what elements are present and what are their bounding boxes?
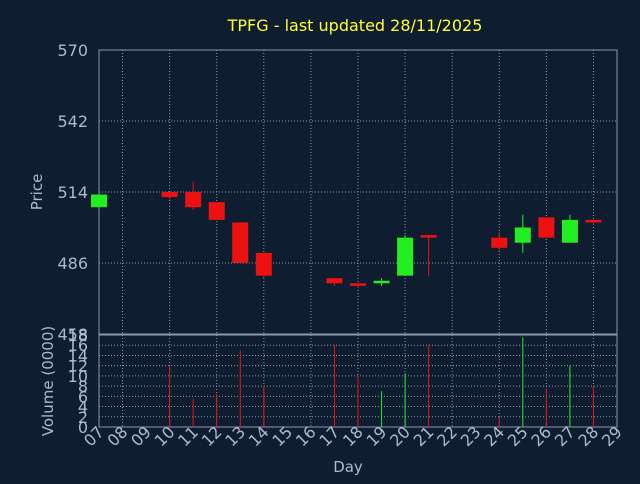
candle-body <box>538 217 555 238</box>
candle <box>255 252 272 279</box>
y-axis-label-price: Price <box>28 174 46 211</box>
candle-body <box>208 202 225 220</box>
price-tick-label: 486 <box>57 254 88 273</box>
volume-tick-label: 8 <box>78 377 88 396</box>
candle-body <box>373 280 390 284</box>
candle <box>326 278 343 286</box>
volume-tick-label: 2 <box>78 408 88 427</box>
candle <box>491 232 508 251</box>
price-plot-frame <box>98 49 618 335</box>
candle <box>350 283 366 289</box>
candle <box>208 202 225 220</box>
candle <box>514 214 531 253</box>
candle-body <box>185 192 202 208</box>
candle <box>538 217 555 238</box>
candle-body <box>420 235 437 238</box>
candle-body <box>91 194 107 208</box>
volume-tick-label: 10 <box>68 367 88 386</box>
price-tick-label: 542 <box>57 112 88 131</box>
y-axis-label-volume: Volume (0000) <box>39 326 57 436</box>
volume-tick-label: 4 <box>78 398 88 417</box>
price-tick-labels: 570 542 514 486 458 <box>57 41 88 344</box>
candle-body <box>491 237 508 248</box>
x-axis-label: Day <box>333 458 363 476</box>
candle <box>397 235 414 276</box>
candle <box>373 278 390 286</box>
candle <box>232 222 249 263</box>
price-tick-label: 570 <box>57 41 88 60</box>
candle <box>561 214 578 243</box>
volume-tick-label: 0 <box>78 418 88 437</box>
candle <box>91 194 107 208</box>
candles <box>91 181 602 289</box>
chart-title: TPFG - last updated 28/11/2025 <box>227 16 483 35</box>
candle-body <box>232 222 249 263</box>
volume-tick-label: 6 <box>78 387 88 406</box>
x-tick-labels: 0708091011121314151617181920212223242526… <box>80 422 626 450</box>
candle <box>420 235 437 276</box>
volume-tick-label: 16 <box>68 336 88 355</box>
candle-body <box>350 283 366 286</box>
candle <box>585 219 602 225</box>
candle-body <box>561 219 578 243</box>
candle-body <box>326 278 343 284</box>
candle-body <box>585 219 602 223</box>
volume-tick-label: 12 <box>68 357 88 376</box>
candle-body <box>514 227 531 243</box>
candle <box>161 192 178 200</box>
volume-tick-label: 14 <box>68 346 88 365</box>
price-tick-label: 458 <box>57 325 88 344</box>
volume-bars <box>169 337 594 427</box>
price-tick-label: 514 <box>57 183 88 202</box>
candle-body <box>397 237 414 276</box>
candle-body <box>161 192 178 198</box>
candle <box>185 181 202 210</box>
candle-body <box>255 252 272 276</box>
volume-tick-label: 18 <box>68 326 88 345</box>
